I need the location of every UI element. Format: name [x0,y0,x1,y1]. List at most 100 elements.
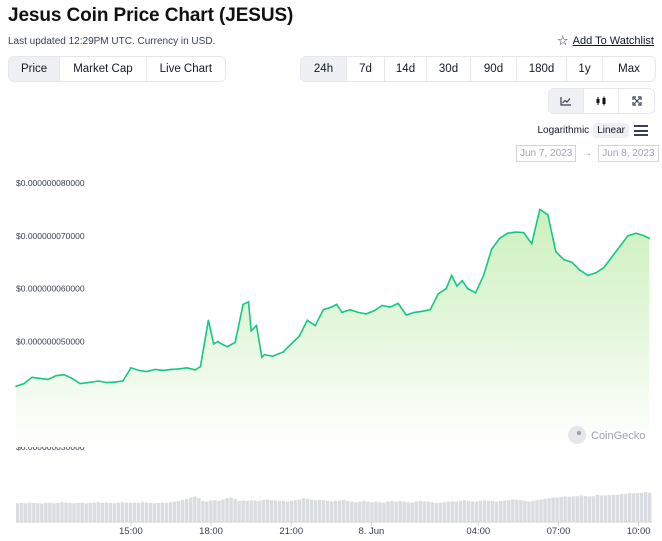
price-point [261,356,263,358]
volume-bar [418,500,422,522]
volume-bar [358,501,362,522]
volume-bar [422,501,426,522]
volume-bar [88,502,92,522]
tab-24h[interactable]: 24h [301,57,347,81]
hamburger-menu-icon[interactable] [634,125,648,136]
volume-bar [124,502,129,522]
date-from-input[interactable]: Jun 7, 2023 [516,145,577,162]
volume-bar [350,501,354,522]
price-point [445,287,448,290]
volume-bar [503,500,507,522]
volume-bar [607,495,612,522]
star-icon: ☆ [557,33,569,48]
scale-linear[interactable]: Linear [593,123,629,138]
volume-bar [595,494,600,522]
candlestick-icon [596,96,606,106]
price-point [217,340,219,343]
volume-bar [225,498,229,522]
volume-bar [342,499,346,522]
volume-bar [48,502,52,522]
volume-bar [507,500,511,522]
volume-bar [523,500,527,522]
fullscreen-button[interactable] [619,89,654,113]
price-point [349,308,351,311]
tab-30d[interactable]: 30d [427,57,471,81]
price-chart: $0.000000030000$0.000000040000$0.0000000… [15,178,652,537]
volume-bar [24,503,28,522]
tab-90d[interactable]: 90d [471,57,517,81]
tab-180d[interactable]: 180d [517,57,567,81]
price-point [498,237,501,240]
volume-bar [52,503,56,522]
volume-bar [543,498,547,522]
volume-bar [615,494,620,522]
volume-bar [217,500,221,522]
volume-bar [583,496,587,522]
volume-bar [515,499,519,522]
tab-market-cap[interactable]: Market Cap [60,57,147,81]
price-point [122,380,124,382]
line-chart-button[interactable] [549,89,584,113]
volume-bar [426,501,431,522]
price-point [226,345,228,348]
scale-logarithmic[interactable]: Logarithmic [537,125,590,136]
volume-bar [297,499,302,522]
last-updated-text: Last updated 12:29PM UTC. Currency in US… [8,36,216,47]
date-to-input[interactable]: Jun 8, 2023 [598,145,659,162]
volume-bar [92,502,96,522]
volume-bar [531,500,535,522]
volume-bar [631,493,636,522]
tab-7d[interactable]: 7d [347,57,385,81]
volume-bar [482,500,487,522]
x-tick-label: 15:00 [119,526,143,537]
price-point [429,308,432,311]
volume-bar [599,495,604,522]
y-tick-label: $0.000000050000 [16,336,85,346]
price-point [595,272,597,274]
price-point [170,368,172,371]
price-point [579,269,581,271]
price-line [15,208,650,388]
volume-bar [450,501,455,522]
chart-type-tabs: Price Market Cap Live Chart [8,56,227,82]
tab-max[interactable]: Max [603,57,655,81]
candlestick-button[interactable] [584,89,619,113]
volume-bar [152,503,157,522]
chart-view-toggle [548,88,655,114]
volume-bar [160,502,165,522]
x-tick-label: 8. Jun [358,526,384,537]
price-point [389,306,391,308]
price-point [341,311,343,314]
y-tick-label: $0.000000080000 [16,178,85,188]
tab-price[interactable]: Price [9,57,61,81]
price-point [357,311,359,314]
tab-14d[interactable]: 14d [385,57,427,81]
volume-bar [519,500,523,522]
add-to-watchlist-link[interactable]: ☆ Add To Watchlist [557,34,654,47]
volume-bar [402,501,406,522]
price-point [627,235,629,237]
volume-bar [378,502,382,522]
price-point [437,293,440,295]
volume-bar [627,493,632,522]
volume-bar [289,500,294,522]
volume-bar [245,500,249,522]
volume-bar [56,502,60,522]
price-point [250,330,252,332]
price-point [194,369,196,371]
tab-1y[interactable]: 1y [567,57,603,81]
price-point [456,285,458,287]
volume-bar [555,497,559,522]
volume-bar [120,502,125,522]
volume-bar [414,501,418,522]
volume-bar [567,496,571,522]
volume-bar [108,502,113,522]
tab-live-chart[interactable]: Live Chart [146,57,226,81]
volume-bar [185,498,189,522]
price-point [474,292,477,294]
price-point [87,381,89,384]
price-point [413,311,416,314]
volume-bar [193,496,197,522]
volume-bar [136,502,141,522]
volume-bar [233,498,237,522]
